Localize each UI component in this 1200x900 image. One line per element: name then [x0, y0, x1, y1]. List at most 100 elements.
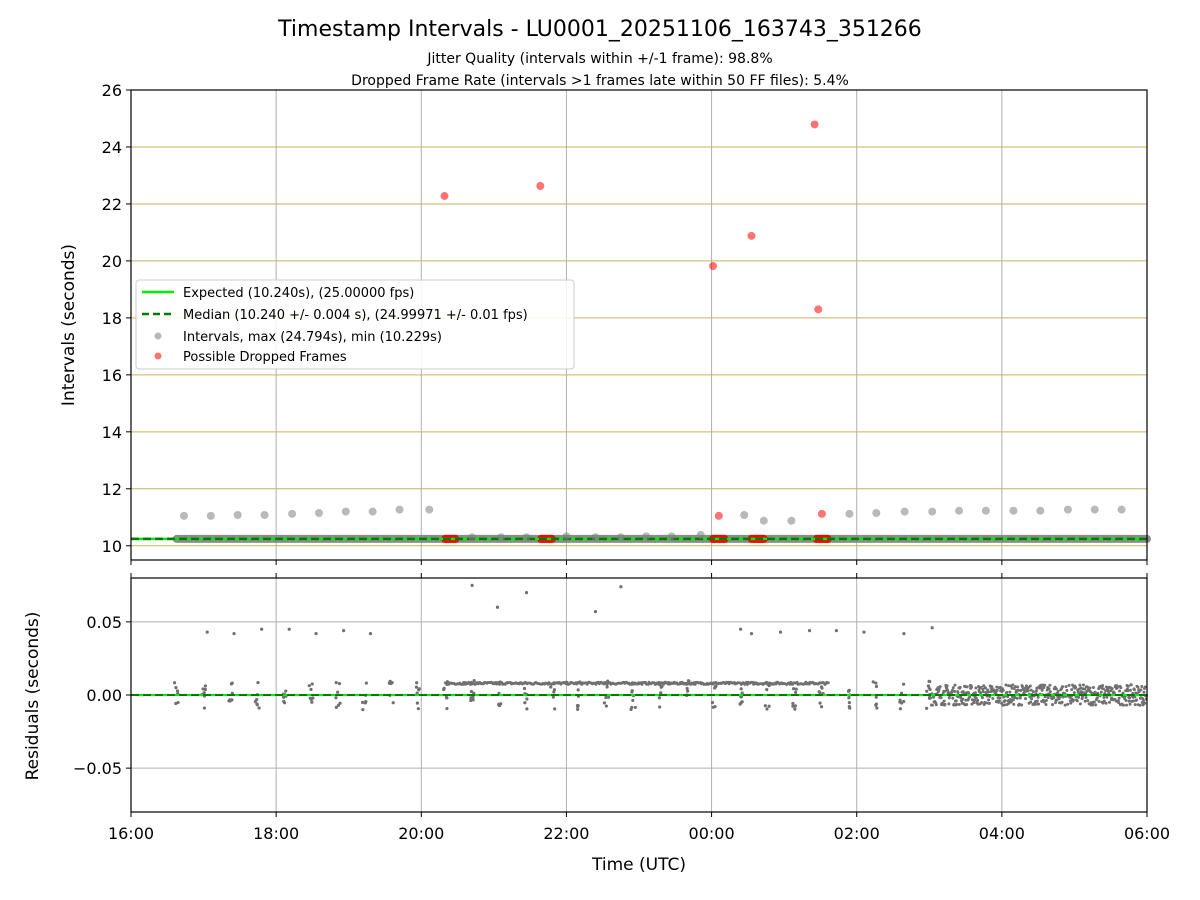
residual-point: [847, 696, 851, 700]
intervals-y-tick-label: 20: [102, 252, 122, 271]
interval-point: [206, 511, 215, 520]
residual-outlier-point: [739, 627, 743, 631]
intervals-panel: 10 12 14 16 18 20 22 24 26: [102, 81, 1151, 565]
residual-noise-point: [1060, 700, 1064, 704]
residual-point: [202, 706, 207, 710]
residual-noise-point: [984, 701, 988, 705]
residual-noise-point: [1048, 690, 1052, 694]
residual-noise-point: [1003, 703, 1007, 707]
interval-point: [260, 510, 269, 519]
residual-noise-point: [953, 690, 957, 694]
interval-point: [872, 509, 881, 517]
dropped-frame-point: [817, 509, 826, 518]
residual-point: [336, 690, 340, 694]
x-tick-label: 16:00: [108, 824, 154, 843]
residual-point: [576, 688, 580, 692]
residual-noise-point: [1139, 688, 1143, 692]
residual-noise-point: [1047, 687, 1051, 691]
residual-outlier-point: [807, 629, 812, 633]
residual-plateau-point: [565, 680, 569, 684]
residual-outlier-point: [205, 630, 209, 634]
residual-point: [794, 687, 798, 691]
residual-outlier-point: [287, 627, 291, 631]
interval-point: [1009, 506, 1018, 515]
residual-point: [417, 687, 421, 691]
intervals-y-tick-label: 22: [102, 195, 122, 214]
interval-point: [740, 510, 749, 519]
residual-point: [710, 701, 715, 705]
interval-point: [900, 507, 909, 516]
residual-noise-point: [1052, 695, 1056, 699]
residual-noise-point: [1128, 702, 1132, 706]
residual-noise-point: [979, 685, 983, 689]
residual-point: [334, 681, 338, 685]
intervals-y-tick-label: 10: [102, 537, 122, 556]
residual-noise-point: [929, 696, 933, 700]
residual-noise-point: [1011, 683, 1015, 687]
residual-noise-point: [930, 703, 934, 707]
residual-outlier-point: [778, 630, 783, 634]
residual-noise-point: [1132, 699, 1136, 703]
residual-point: [256, 680, 260, 685]
interval-point: [468, 533, 477, 542]
residual-point: [657, 696, 661, 700]
residual-outlier-point: [368, 631, 373, 636]
residual-noise-point: [1069, 701, 1073, 705]
residual-noise-point: [972, 701, 976, 705]
dropped-frame-point: [440, 191, 449, 200]
residual-point: [497, 703, 501, 707]
residual-noise-point: [1084, 696, 1088, 700]
residual-point: [818, 691, 822, 695]
interval-point: [591, 533, 600, 542]
residual-point: [660, 684, 664, 688]
intervals-y-tick-label: 12: [102, 480, 122, 499]
residual-noise-point: [1126, 684, 1130, 688]
residual-noise-point: [1028, 695, 1032, 699]
residual-point: [415, 691, 419, 695]
residual-point: [336, 703, 341, 708]
residual-noise-point: [998, 696, 1002, 700]
residual-noise-point: [1081, 683, 1085, 687]
legend-box: [135, 279, 575, 370]
residual-point: [469, 689, 474, 694]
interval-point: [341, 507, 350, 516]
residual-outlier-point: [314, 631, 318, 636]
residual-noise-point: [1063, 703, 1067, 707]
residual-point: [551, 695, 555, 699]
residual-point: [472, 678, 476, 683]
residual-point: [713, 684, 718, 688]
residual-noise-point: [1101, 701, 1105, 705]
residual-noise-point: [1011, 698, 1015, 702]
residual-noise-point: [951, 686, 955, 690]
residual-noise-point: [1037, 702, 1041, 706]
x-tick-label: 02:00: [834, 824, 880, 843]
dropped-frame-point: [709, 262, 718, 271]
residual-noise-point: [1072, 691, 1076, 695]
x-axis-label: Time (UTC): [591, 855, 686, 875]
residual-noise-point: [1033, 702, 1037, 706]
residual-outlier-point: [749, 631, 754, 636]
residual-noise-point: [1071, 698, 1075, 702]
intervals-y-tick-label: 24: [102, 138, 122, 157]
residual-point: [686, 689, 690, 693]
residual-noise-point: [957, 702, 961, 706]
interval-point: [562, 532, 571, 541]
chart-title: Timestamp Intervals - LU0001_20251106_16…: [277, 17, 922, 42]
residual-point: [334, 705, 338, 709]
residual-point: [659, 691, 663, 695]
residual-point: [309, 687, 313, 692]
residual-noise-point: [1067, 683, 1071, 687]
residual-noise-point: [973, 691, 977, 695]
residual-noise-point: [979, 691, 983, 695]
residual-noise-point: [1070, 688, 1074, 692]
residual-noise-point: [1001, 688, 1005, 692]
residual-noise-point: [1012, 702, 1016, 706]
residual-noise-point: [991, 696, 995, 700]
residual-noise-point: [939, 696, 943, 700]
residual-noise-point: [1054, 687, 1058, 691]
residual-noise-point: [1026, 689, 1030, 693]
residual-point: [576, 707, 580, 711]
residual-noise-point: [980, 696, 984, 700]
residual-point: [525, 697, 529, 701]
residual-point: [203, 687, 208, 692]
